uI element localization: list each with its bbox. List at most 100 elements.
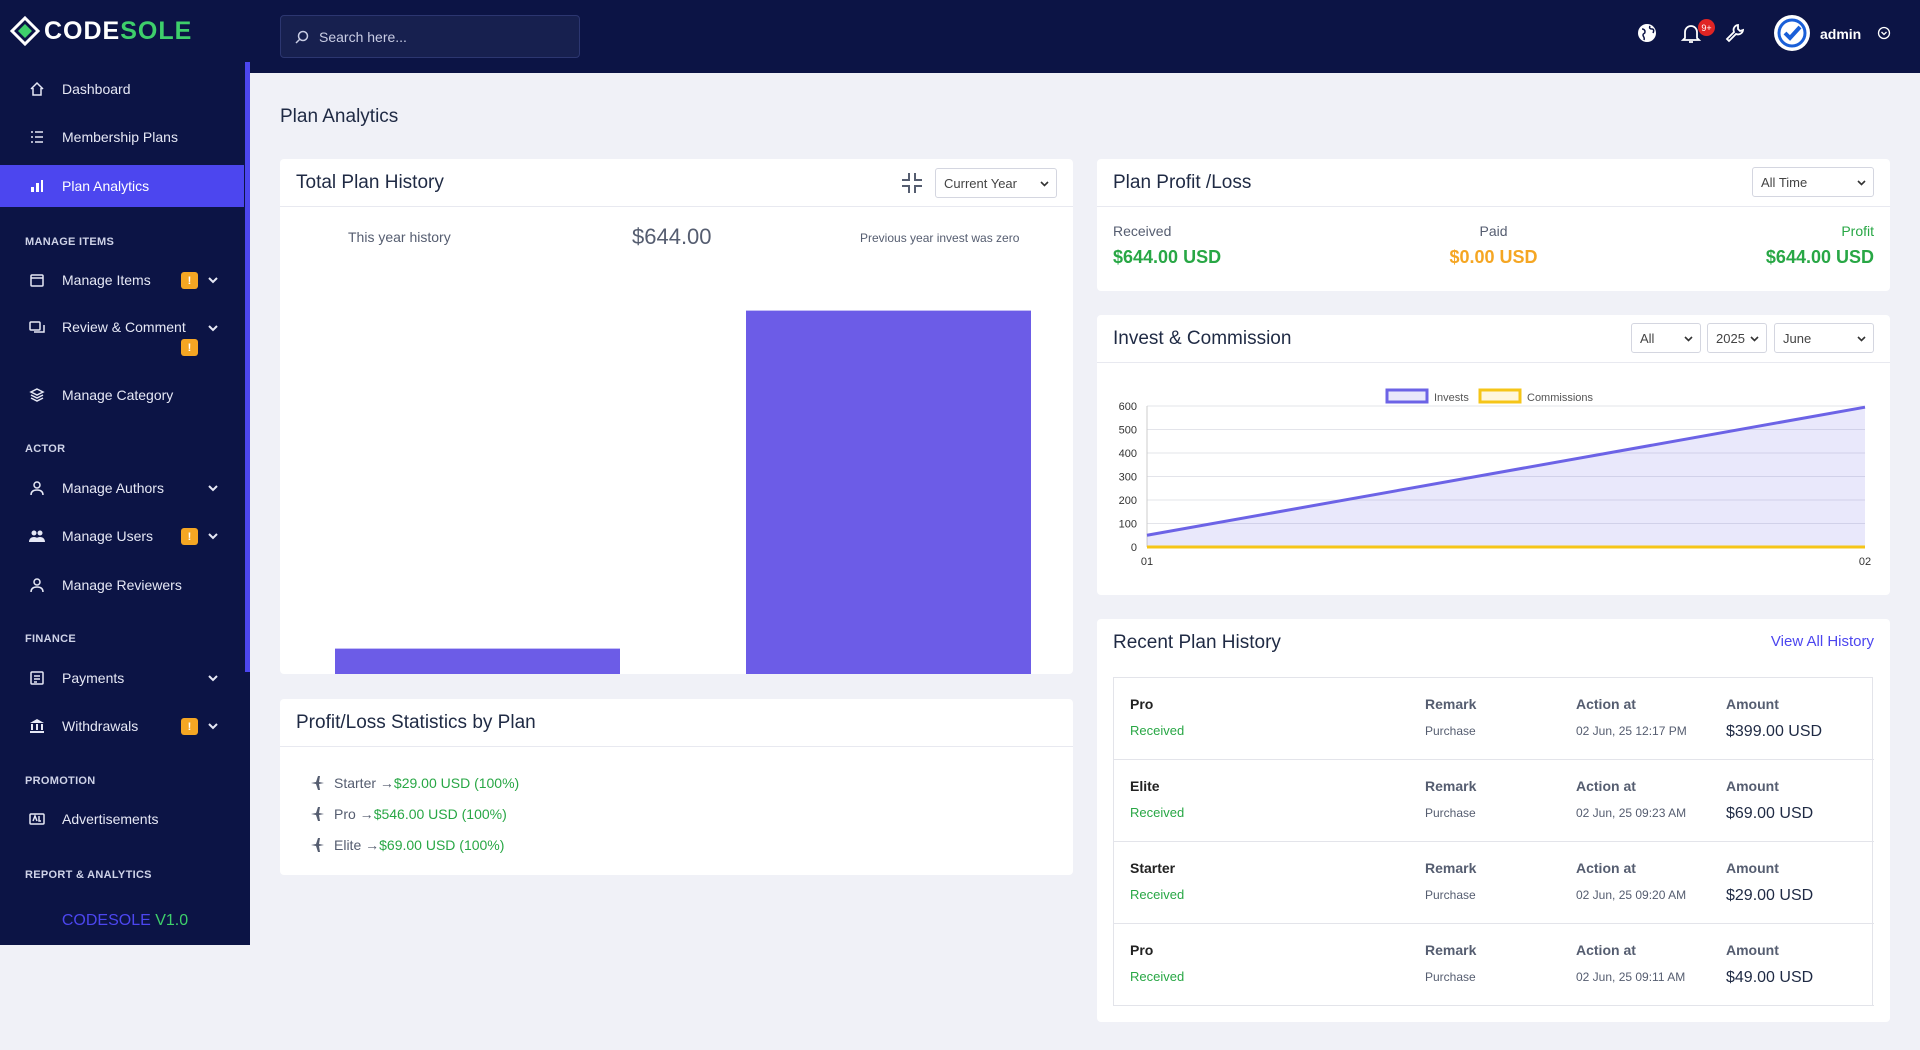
sidebar-item-withdrawals[interactable]: Withdrawals !	[0, 705, 244, 747]
list-icon	[28, 128, 46, 146]
sidebar-scrollbar[interactable]	[245, 62, 250, 672]
bar-0	[335, 648, 620, 674]
box-icon	[28, 271, 46, 289]
version-number: V1.0	[155, 912, 189, 929]
chevron-down-icon	[208, 723, 218, 730]
select-value: 2025	[1716, 330, 1745, 346]
amount-value: $29.00 USD	[1726, 887, 1814, 904]
history-subtitle: This year history	[348, 229, 451, 245]
logo-mark-icon	[10, 16, 40, 46]
profit-value: $644.00 USD	[1765, 247, 1874, 267]
version-brand: CODESOLE	[61, 912, 151, 929]
chevron-down-icon	[208, 485, 218, 492]
remark-value: Purchase	[1425, 806, 1476, 820]
action-label: Action at	[1576, 942, 1636, 958]
sidebar-item-label: Manage Reviewers	[62, 577, 182, 593]
y-tick-label: 100	[1119, 519, 1137, 531]
table-row[interactable]: Pro Received Remark Purchase Action at 0…	[1114, 924, 1874, 1006]
chevron-down-icon	[1684, 336, 1693, 342]
table-row[interactable]: Pro Received Remark Purchase Action at 0…	[1114, 678, 1874, 760]
amount-label: Amount	[1726, 778, 1779, 794]
paid-value: $0.00 USD	[1449, 247, 1538, 267]
warning-badge: !	[181, 718, 198, 735]
table-row[interactable]: Starter Received Remark Purchase Action …	[1114, 842, 1874, 924]
sidebar-item-payments[interactable]: Payments	[0, 657, 244, 699]
select-value: Current Year	[944, 175, 1017, 191]
sidebar-item-manage-reviewers[interactable]: Manage Reviewers	[0, 564, 244, 606]
plan-value: $546.00 USD (100%)	[373, 805, 507, 822]
sidebar-item-review-comment[interactable]: Review & Comment !	[0, 307, 244, 363]
sidebar-item-dashboard[interactable]: Dashboard	[0, 68, 244, 110]
sidebar-item-label: Payments	[62, 670, 125, 686]
sidebar-item-manage-users[interactable]: Manage Users !	[0, 515, 244, 557]
card-title: Plan Profit /Loss	[1097, 159, 1890, 207]
plane-icon	[311, 837, 324, 852]
sidebar-item-manage-authors[interactable]: Manage Authors	[0, 467, 244, 509]
status-text: Received	[1130, 805, 1185, 820]
stats-list: Starter → $29.00 USD (100%) Pro → $546.0…	[310, 767, 519, 860]
sidebar-item-advertisements[interactable]: Advertisements	[0, 798, 244, 840]
card-title: Invest & Commission	[1097, 315, 1890, 363]
user-icon	[28, 576, 46, 594]
sidebar-item-manage-items[interactable]: Manage Items !	[0, 259, 244, 301]
user-name[interactable]: admin	[1820, 26, 1862, 42]
topbar: 9+ admin	[250, 0, 1920, 73]
search-icon	[295, 30, 309, 44]
sidebar-item-label: Manage Authors	[62, 480, 164, 496]
sidebar-item-label: Withdrawals	[62, 718, 139, 734]
sidebar-item-plan-analytics[interactable]: Plan Analytics	[0, 165, 244, 207]
legend-label[interactable]: Commissions	[1527, 392, 1594, 404]
amount-value: $399.00 USD	[1726, 723, 1823, 740]
status-text: Received	[1130, 723, 1185, 738]
action-value: 02 Jun, 25 12:17 PM	[1576, 724, 1687, 738]
view-all-history-link[interactable]: View All History	[1770, 633, 1874, 650]
year-filter-select[interactable]: Current Year	[935, 168, 1057, 198]
legend-label[interactable]: Invests	[1434, 392, 1469, 404]
recent-plan-history-card: Recent Plan History View All History Pro…	[1097, 619, 1890, 1022]
collapse-icon[interactable]	[900, 171, 924, 195]
plan-value: $29.00 USD (100%)	[393, 774, 520, 791]
plan-name: Starter	[1130, 860, 1176, 876]
sidebar-item-label: Manage Users	[62, 528, 154, 544]
wrench-icon[interactable]	[1724, 22, 1746, 44]
action-value: 02 Jun, 25 09:23 AM	[1576, 806, 1687, 820]
type-filter-select[interactable]: All	[1631, 323, 1701, 353]
user-icon	[28, 479, 46, 497]
section-manage-items: MANAGE ITEMS	[25, 236, 115, 248]
amount-label: Amount	[1726, 942, 1779, 958]
month-select[interactable]: June	[1774, 323, 1874, 353]
globe-icon[interactable]	[1636, 22, 1658, 44]
sidebar-item-membership-plans[interactable]: Membership Plans	[0, 116, 244, 158]
chevron-down-circle-icon[interactable]	[1877, 26, 1891, 40]
card-title: Recent Plan History	[1113, 632, 1281, 653]
received-label: Received	[1113, 223, 1172, 239]
remark-value: Purchase	[1425, 970, 1476, 984]
action-label: Action at	[1576, 860, 1636, 876]
remark-value: Purchase	[1425, 724, 1476, 738]
sidebar-item-label: Dashboard	[62, 81, 131, 97]
x-tick-label: 01	[1141, 556, 1153, 568]
warning-badge: !	[181, 339, 198, 356]
history-note: Previous year invest was zero	[860, 231, 1020, 245]
year-select[interactable]: 2025	[1707, 323, 1767, 353]
brand-code: CODE	[44, 16, 121, 45]
bell-icon[interactable]	[1680, 22, 1702, 44]
chevron-down-icon	[208, 533, 218, 540]
time-filter-select[interactable]: All Time	[1752, 167, 1874, 197]
comment-icon	[28, 319, 46, 337]
select-value: June	[1783, 330, 1812, 346]
avatar[interactable]	[1774, 15, 1810, 51]
home-icon	[28, 80, 46, 98]
legend-swatch	[1478, 388, 1522, 404]
sidebar-item-manage-category[interactable]: Manage Category	[0, 374, 244, 416]
card-title: Profit/Loss Statistics by Plan	[280, 699, 1073, 747]
brand-logo[interactable]: CODESOLE	[0, 0, 250, 62]
plan-name: Elite	[1130, 778, 1160, 794]
table-row[interactable]: Elite Received Remark Purchase Action at…	[1114, 760, 1874, 842]
paid-label: Paid	[1479, 223, 1508, 239]
app-version: CODESOLE V1.0	[0, 912, 250, 930]
search-box[interactable]	[280, 15, 580, 58]
search-input[interactable]	[319, 28, 559, 45]
profit-loss-stats-card: Profit/Loss Statistics by Plan Starter →…	[280, 699, 1073, 875]
received-value: $644.00 USD	[1113, 247, 1222, 267]
